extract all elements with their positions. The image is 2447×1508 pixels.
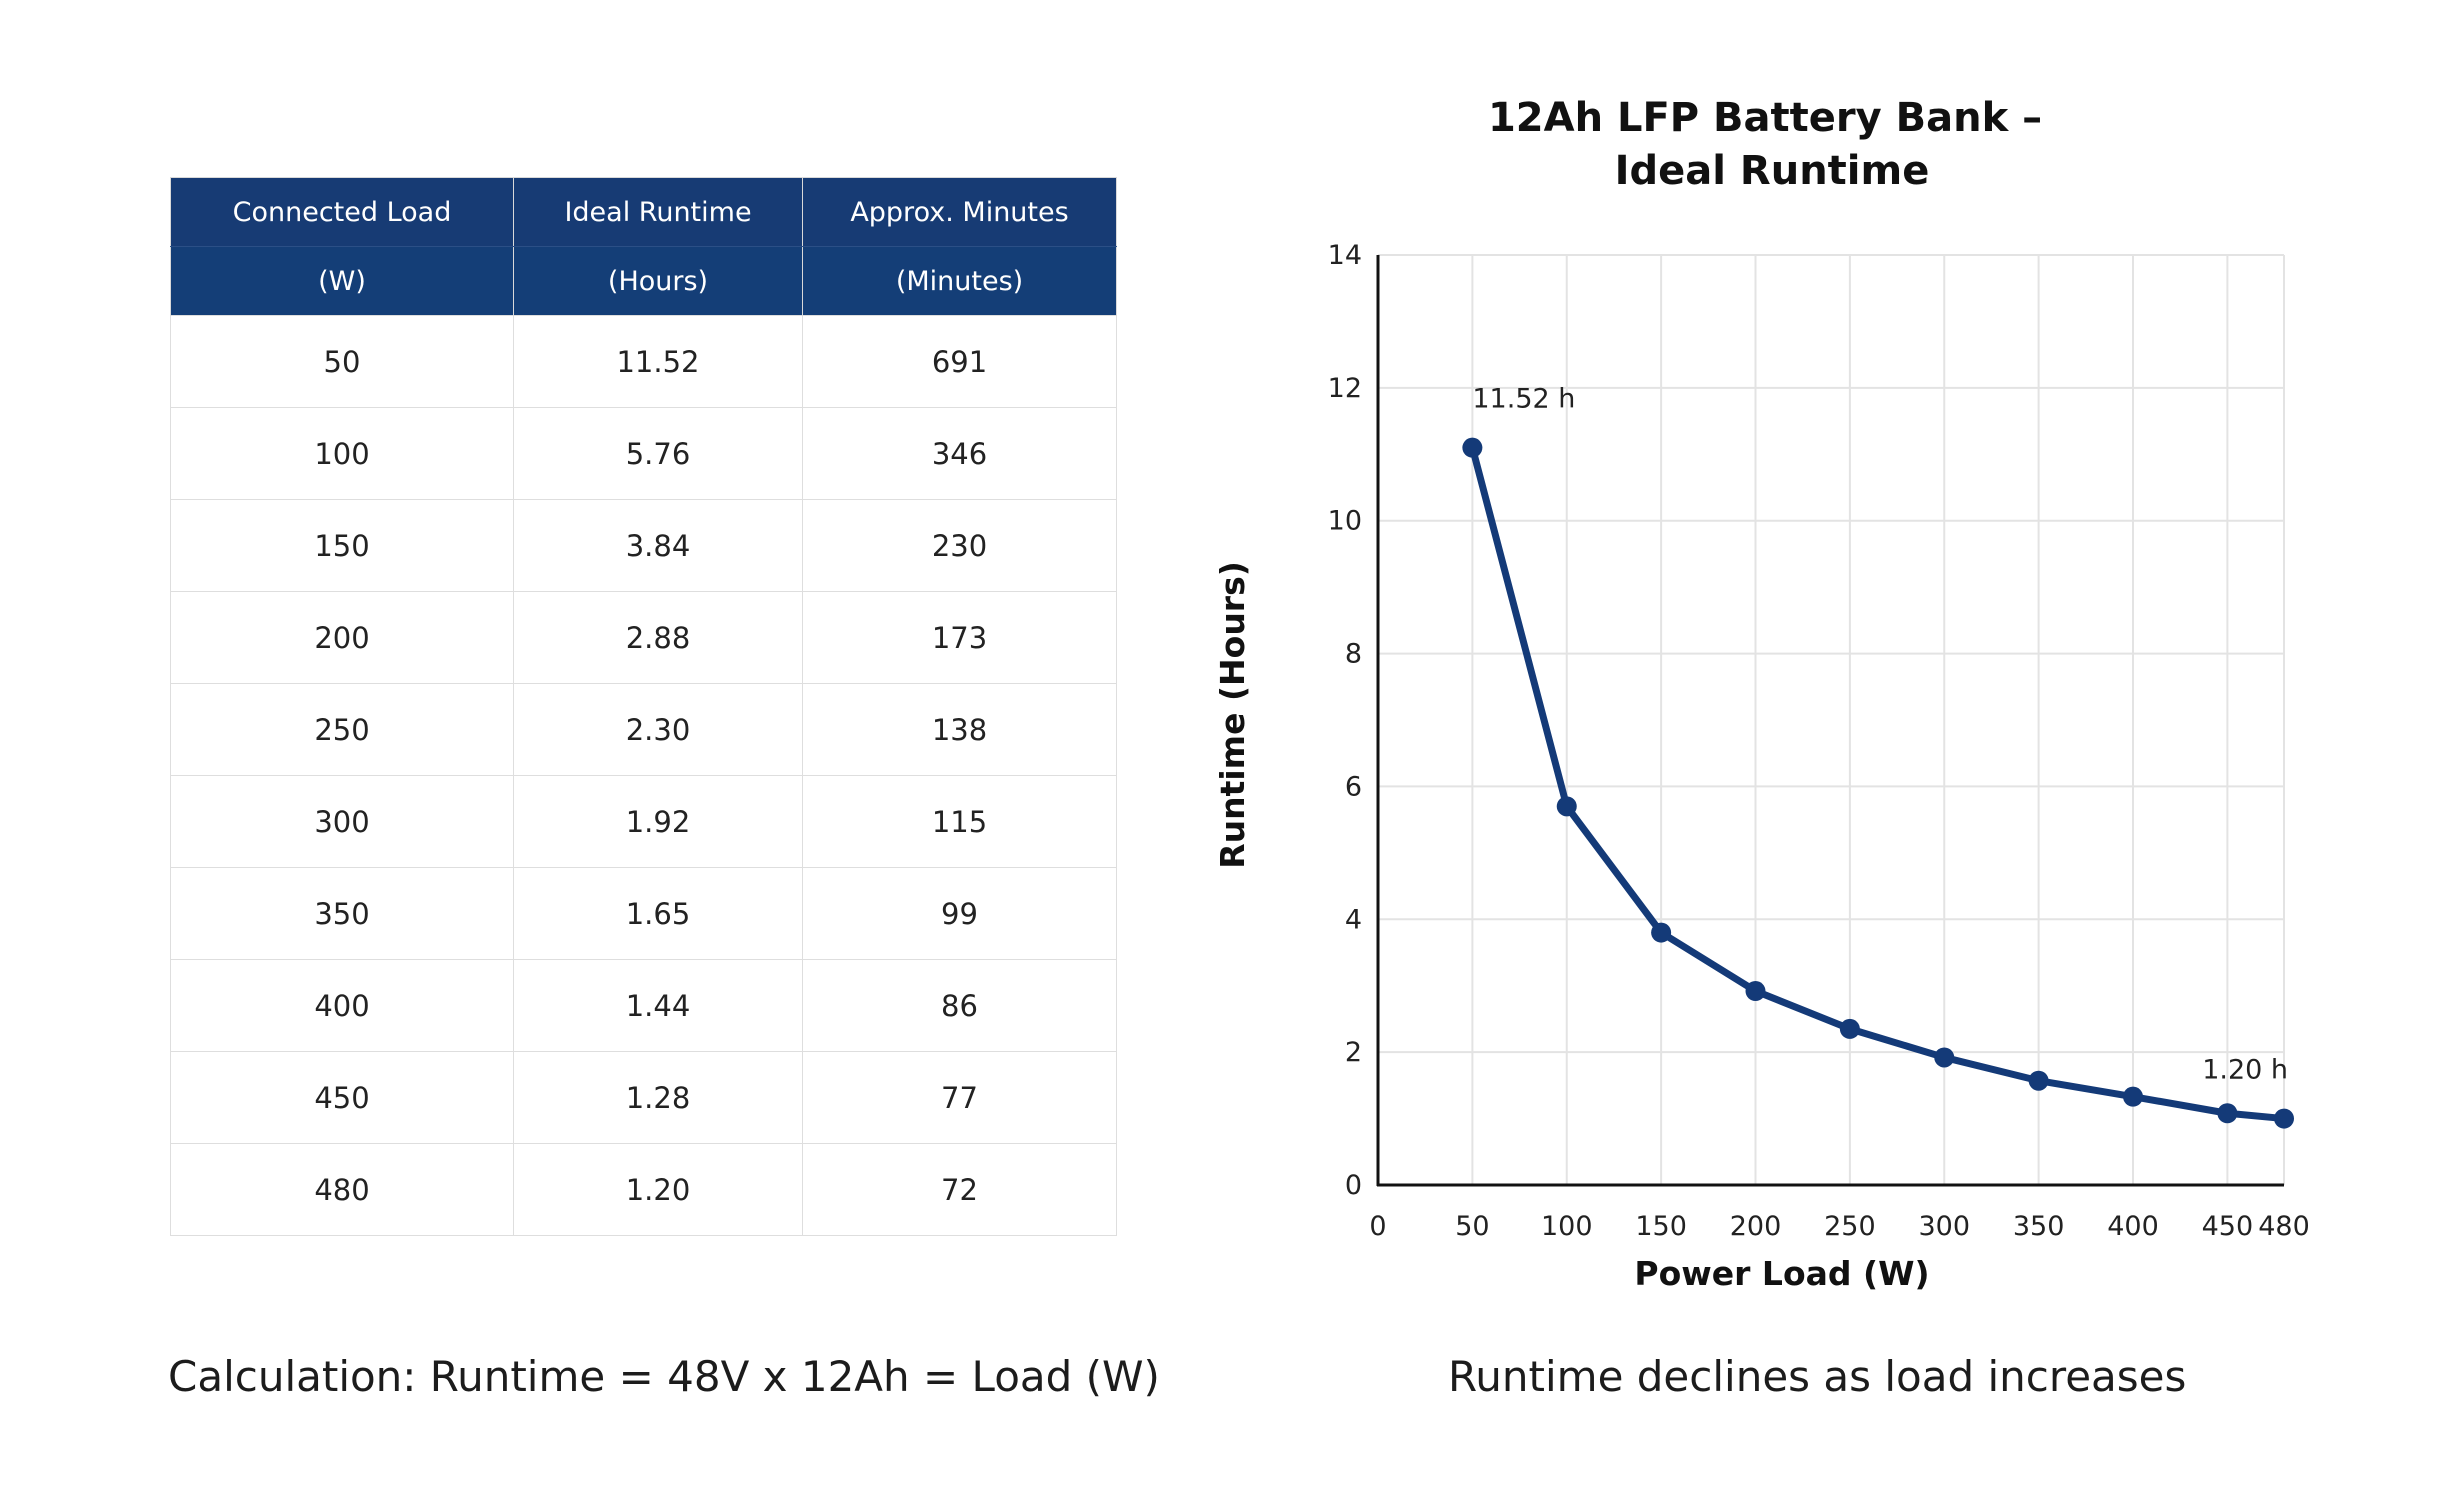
unit-load: (W): [170, 246, 514, 316]
data-label: 11.52 h: [1472, 384, 1575, 415]
cell-load: 450: [170, 1051, 514, 1144]
x-axis-label: Power Load (W): [1634, 1254, 1929, 1293]
table-row: 200 2.88 173: [170, 591, 1117, 684]
cell-minutes: 173: [802, 591, 1117, 684]
data-label: 1.20 h: [2202, 1055, 2288, 1086]
data-point: [1462, 437, 1483, 458]
cell-runtime: 1.28: [513, 1051, 803, 1144]
chart-annotations: 11.52 h 1.20 h: [1472, 384, 2288, 1086]
x-tick-label: 0: [1369, 1211, 1386, 1242]
cell-runtime: 2.30: [513, 683, 803, 776]
x-tick-label: 100: [1541, 1211, 1593, 1242]
table-header-row: Connected Load Ideal Runtime Approx. Min…: [170, 177, 1117, 247]
table-row: 50 11.52 691: [170, 315, 1117, 408]
x-tick-label: 400: [2107, 1211, 2159, 1242]
y-tick-label: 2: [1345, 1037, 1362, 1068]
cell-runtime: 1.44: [513, 959, 803, 1052]
chart-axes: [1376, 255, 2284, 1187]
cell-minutes: 72: [802, 1143, 1117, 1236]
cell-load: 50: [170, 315, 514, 408]
x-tick-label: 50: [1455, 1211, 1489, 1242]
table-row: 350 1.65 99: [170, 867, 1117, 960]
data-point: [2217, 1103, 2238, 1124]
y-tick-label: 14: [1328, 240, 1362, 271]
data-point: [1934, 1047, 1955, 1068]
data-point: [2274, 1108, 2294, 1129]
cell-minutes: 99: [802, 867, 1117, 960]
series-line: [1468, 444, 2288, 1123]
x-tick-label: 480: [2258, 1211, 2310, 1242]
y-tick-label: 8: [1345, 639, 1362, 670]
y-tick-label: 4: [1345, 904, 1362, 935]
x-tick-label: 150: [1635, 1211, 1687, 1242]
table-row: 250 2.30 138: [170, 683, 1117, 776]
x-tick-label: 300: [1918, 1211, 1970, 1242]
cell-minutes: 77: [802, 1051, 1117, 1144]
y-tick-label: 0: [1345, 1170, 1362, 1201]
data-point: [1745, 981, 1766, 1002]
unit-minutes: (Minutes): [802, 246, 1117, 316]
chart-ticks: 0 50 100 150 200 250 300 350 400 450 480 0 2 4 6 8 10 12 1…: [1328, 240, 2310, 1242]
cell-runtime: 5.76: [513, 407, 803, 500]
header-minutes: Approx. Minutes: [802, 177, 1117, 247]
chart-title: 12Ah LFP Battery Bank – Ideal Runtime: [1488, 95, 2056, 194]
cell-load: 150: [170, 499, 514, 592]
chart-title-line-2: Ideal Runtime: [1615, 148, 1930, 194]
y-tick-label: 12: [1328, 373, 1362, 404]
chart-series: [1462, 437, 2294, 1129]
cell-load: 200: [170, 591, 514, 684]
cell-load: 480: [170, 1143, 514, 1236]
table-header: Connected Load Ideal Runtime Approx. Min…: [170, 177, 1117, 316]
x-tick-label: 450: [2202, 1211, 2254, 1242]
table-row: 450 1.28 77: [170, 1051, 1117, 1144]
header-runtime: Ideal Runtime: [513, 177, 803, 247]
runtime-table: Connected Load Ideal Runtime Approx. Min…: [170, 177, 1117, 1236]
cell-runtime: 1.65: [513, 867, 803, 960]
cell-minutes: 691: [802, 315, 1117, 408]
data-point: [1651, 922, 1672, 943]
data-point: [1839, 1018, 1860, 1039]
table-body: 50 11.52 691 100 5.76 346 150 3.84 230 200 2.88 173…: [170, 315, 1117, 1236]
data-point: [2123, 1086, 2143, 1107]
x-tick-label: 200: [1730, 1211, 1782, 1242]
data-point: [2028, 1070, 2049, 1091]
chart-title-line-1: 12Ah LFP Battery Bank –: [1488, 95, 2042, 141]
cell-minutes: 346: [802, 407, 1117, 500]
cell-runtime: 1.20: [513, 1143, 803, 1236]
data-point: [1556, 796, 1577, 817]
table-row: 100 5.76 346: [170, 407, 1117, 500]
y-tick-label: 6: [1345, 771, 1362, 802]
calculation-caption: Calculation: Runtime = 48V x 12Ah = Load…: [168, 1352, 1160, 1401]
unit-runtime: (Hours): [513, 246, 803, 316]
table-row: 480 1.20 72: [170, 1143, 1117, 1236]
y-axis-label: Runtime (Hours): [1213, 561, 1252, 869]
cell-minutes: 138: [802, 683, 1117, 776]
y-tick-label: 10: [1328, 506, 1362, 537]
x-tick-label: 250: [1824, 1211, 1876, 1242]
cell-minutes: 86: [802, 959, 1117, 1052]
header-load: Connected Load: [170, 177, 514, 247]
trend-caption: Runtime declines as load increases: [1448, 1352, 2187, 1401]
table-unit-row: (W) (Hours) (Minutes): [170, 246, 1117, 316]
cell-runtime: 3.84: [513, 499, 803, 592]
cell-load: 350: [170, 867, 514, 960]
cell-runtime: 2.88: [513, 591, 803, 684]
x-tick-label: 350: [2013, 1211, 2065, 1242]
cell-load: 100: [170, 407, 514, 500]
